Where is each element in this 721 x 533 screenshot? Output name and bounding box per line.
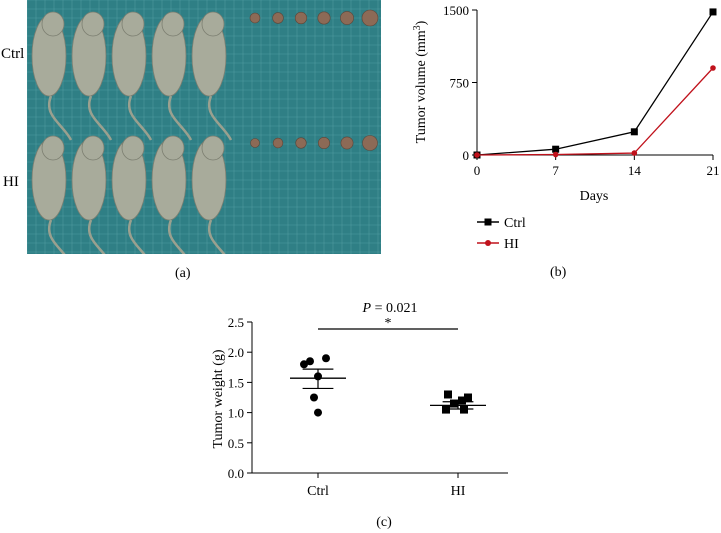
legend: Ctrl HI: [477, 216, 526, 252]
data-point-ctrl: [306, 357, 314, 366]
data-point-ctrl: [314, 372, 322, 381]
y-axis-label: Tumor weight (g): [211, 349, 226, 448]
tumor-sample: [294, 11, 308, 25]
legend-label-ctrl: Ctrl: [504, 216, 526, 231]
y-tick-label: 2.0: [228, 345, 244, 360]
significance-star: *: [385, 316, 392, 331]
mice-photo-drawing: [27, 0, 381, 254]
mouse-head: [81, 11, 105, 37]
data-point-hi: [552, 151, 559, 158]
x-tick-label: 21: [707, 163, 720, 178]
legend-marker-ctrl: [484, 218, 492, 226]
caption-c: (c): [376, 515, 392, 530]
y-tick-label: 1.5: [228, 375, 244, 390]
mice-photo: [27, 0, 381, 254]
legend-marker-hi: [485, 240, 491, 246]
tumor-sample: [249, 12, 261, 24]
caption-b: (b): [550, 265, 567, 280]
y-tick-label: 0: [463, 148, 470, 163]
data-point-hi: [458, 396, 466, 405]
data-point-ctrl: [314, 408, 322, 417]
data-point-ctrl: [709, 8, 717, 16]
mouse-tail: [207, 219, 226, 254]
tumor-sample: [361, 9, 379, 27]
tumor-volume-chart: 0 7 14 21 0 750 1500 Days Tumor volume (mm3) C…: [412, 3, 720, 280]
row-label-ctrl: Ctrl: [1, 46, 25, 62]
x-tick-label: Ctrl: [307, 484, 329, 499]
x-tick-label: 7: [552, 163, 559, 178]
tumor-weight-chart: 0.0 0.5 1.0 1.5 2.0 2.5 Ctrl HI P = 0.021 * Tum…: [211, 301, 508, 530]
series-line-hi: [476, 67, 714, 156]
tumor-sample: [272, 12, 284, 24]
p-value-label: P = 0.021: [362, 301, 418, 316]
data-point-hi: [460, 405, 468, 414]
tumor-sample: [340, 11, 354, 25]
mouse-tail: [47, 95, 73, 141]
y-tick-label: 1.0: [228, 406, 244, 421]
legend-label-hi: HI: [504, 237, 519, 252]
data-point-hi: [710, 65, 716, 71]
mouse-head: [161, 135, 185, 161]
data-point-hi: [474, 152, 480, 158]
mouse-tail: [167, 219, 186, 254]
tumor-sample: [340, 136, 354, 150]
data-point-ctrl: [630, 128, 638, 136]
mouse-head: [121, 11, 145, 37]
data-point-hi: [450, 399, 458, 408]
data-point-ctrl: [300, 360, 308, 369]
y-tick-label: 1500: [443, 3, 469, 18]
mouse-head: [121, 135, 145, 161]
mouse-head: [41, 11, 65, 37]
tumor-sample: [317, 137, 330, 150]
mouse-tail: [207, 95, 233, 141]
series-line-ctrl: [476, 11, 714, 156]
tumor-sample: [272, 137, 284, 149]
panel-a: Ctrl HI (a): [0, 0, 390, 290]
x-axis-label: Days: [580, 189, 609, 204]
data-point-ctrl: [552, 145, 560, 153]
row-label-hi: HI: [3, 174, 19, 190]
tumor-sample: [295, 137, 307, 149]
mouse-tail: [87, 95, 113, 141]
caption-a: (a): [175, 266, 191, 281]
data-point-hi: [442, 405, 450, 414]
y-tick-label: 2.5: [228, 315, 244, 330]
mouse-head: [81, 135, 105, 161]
y-axis-label: Tumor volume (mm3): [412, 20, 430, 143]
y-tick-label: 0.5: [228, 436, 244, 451]
mouse-head: [161, 11, 185, 37]
y-tick-label: 750: [450, 76, 470, 91]
y-tick-label: 0.0: [228, 466, 244, 481]
mouse-head: [41, 135, 65, 161]
mouse-tail: [167, 95, 193, 141]
mouse-head: [201, 135, 225, 161]
data-point-hi: [444, 390, 452, 399]
mouse-tail: [47, 219, 66, 254]
data-point-hi: [464, 393, 472, 402]
mouse-tail: [87, 219, 106, 254]
tumor-sample: [250, 138, 260, 148]
x-tick-label: HI: [451, 484, 466, 499]
x-tick-label: 0: [474, 163, 481, 178]
tumor-sample: [317, 11, 331, 25]
mouse-tail: [127, 219, 146, 254]
data-point-hi: [631, 150, 638, 156]
x-tick-label: 14: [628, 163, 642, 178]
tumor-sample: [362, 135, 378, 151]
mouse-head: [201, 11, 225, 37]
data-point-ctrl: [310, 393, 318, 402]
data-point-ctrl: [322, 354, 330, 363]
mouse-tail: [127, 95, 153, 141]
